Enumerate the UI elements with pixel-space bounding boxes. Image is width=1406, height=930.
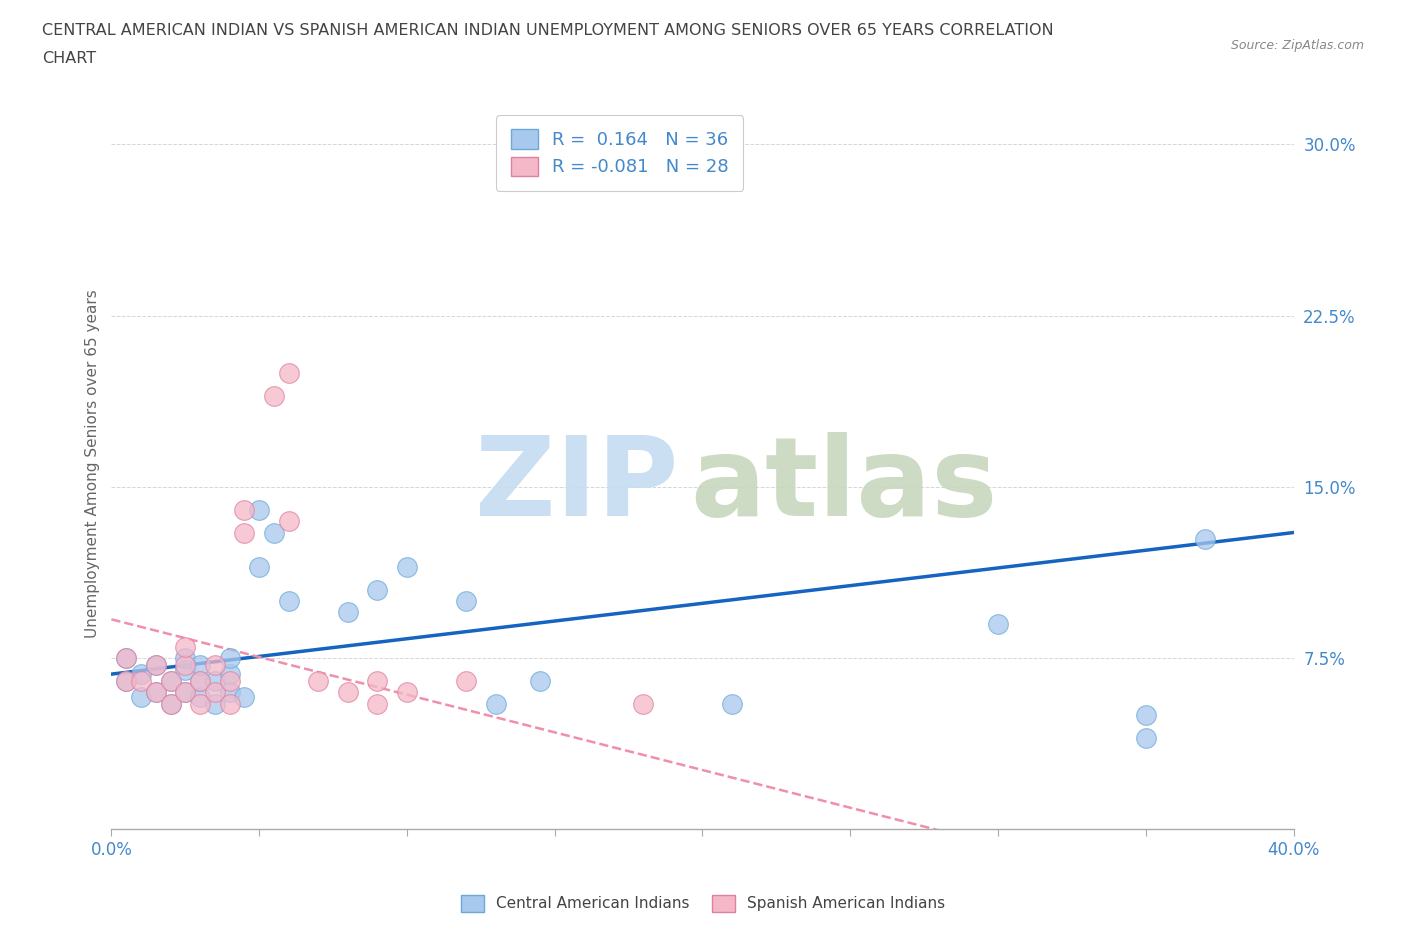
Point [129,689,152,704]
Point [174,685,197,700]
Point [529,673,551,688]
Legend: Central American Indians, Spanish American Indians: Central American Indians, Spanish Americ… [454,889,952,918]
Point [454,673,477,688]
Point [233,689,256,704]
Point [454,593,477,608]
Point [115,673,138,688]
Point [159,673,181,688]
Point [484,697,506,711]
Point [307,673,329,688]
Text: ZIP: ZIP [475,432,679,539]
Point [395,559,418,574]
Point [218,697,240,711]
Text: Source: ZipAtlas.com: Source: ZipAtlas.com [1230,39,1364,52]
Point [233,525,256,540]
Point [204,685,226,700]
Point [145,685,167,700]
Point [263,388,285,403]
Point [218,651,240,666]
Point [129,673,152,688]
Point [188,673,211,688]
Point [277,593,299,608]
Point [115,651,138,666]
Point [204,673,226,688]
Point [188,697,211,711]
Point [145,685,167,700]
Point [277,513,299,528]
Point [633,697,655,711]
Point [174,658,197,672]
Point [336,605,359,620]
Point [662,149,685,164]
Point [1135,731,1157,746]
Point [395,685,418,700]
Point [1135,708,1157,723]
Point [145,658,167,672]
Text: atlas: atlas [690,432,998,539]
Point [159,673,181,688]
Point [188,658,211,672]
Point [263,525,285,540]
Point [366,697,388,711]
Legend: R =  0.164   N = 36, R = -0.081   N = 28: R = 0.164 N = 36, R = -0.081 N = 28 [496,115,744,191]
Point [366,582,388,597]
Point [204,658,226,672]
Point [159,697,181,711]
Point [188,673,211,688]
Point [174,651,197,666]
Point [218,685,240,700]
Y-axis label: Unemployment Among Seniors over 65 years: Unemployment Among Seniors over 65 years [86,289,100,638]
Point [188,689,211,704]
Point [115,673,138,688]
Point [115,651,138,666]
Point [987,617,1010,631]
Point [366,673,388,688]
Point [218,673,240,688]
Point [247,559,270,574]
Point [233,502,256,517]
Point [721,697,744,711]
Point [218,667,240,682]
Point [159,697,181,711]
Point [204,697,226,711]
Point [1194,532,1216,547]
Point [145,658,167,672]
Point [247,502,270,517]
Point [336,685,359,700]
Text: CENTRAL AMERICAN INDIAN VS SPANISH AMERICAN INDIAN UNEMPLOYMENT AMONG SENIORS OV: CENTRAL AMERICAN INDIAN VS SPANISH AMERI… [42,23,1054,38]
Point [174,662,197,677]
Text: CHART: CHART [42,51,96,66]
Point [174,685,197,700]
Point [129,667,152,682]
Point [277,365,299,380]
Point [174,639,197,654]
